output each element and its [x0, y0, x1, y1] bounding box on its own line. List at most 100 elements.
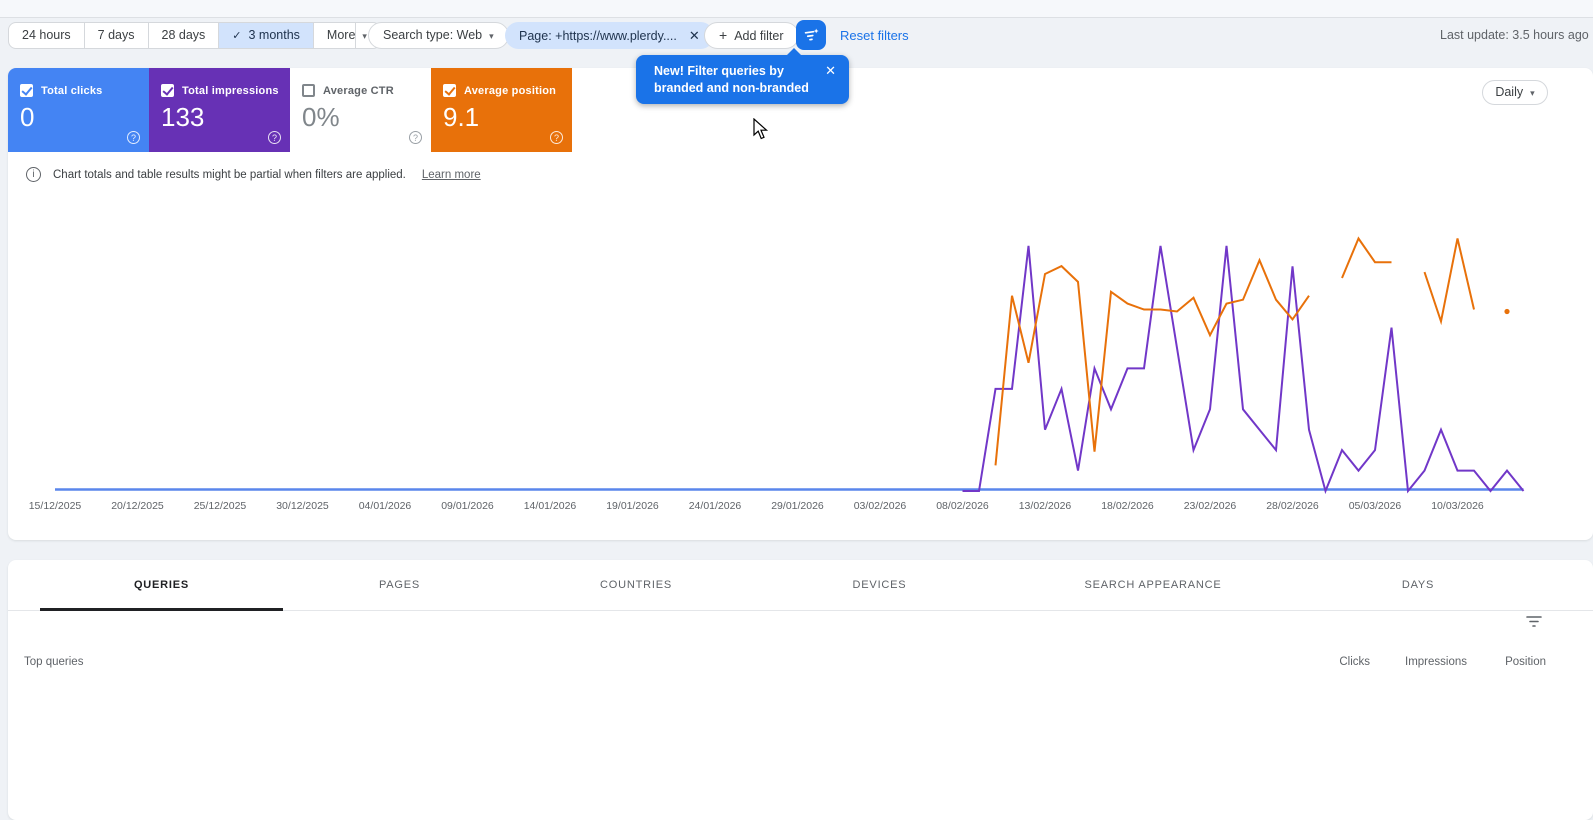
column-header-top-queries[interactable]: Top queries — [24, 656, 83, 668]
range-label: 7 days — [98, 28, 135, 42]
x-axis-tick-label: 24/01/2026 — [689, 500, 742, 512]
learn-more-link[interactable]: Learn more — [422, 169, 481, 181]
branded-filter-button[interactable] — [796, 20, 826, 50]
tab-days[interactable]: DAYS — [1303, 560, 1533, 610]
x-axis-tick-label: 28/02/2026 — [1266, 500, 1319, 512]
x-axis-tick-label: 18/02/2026 — [1101, 500, 1154, 512]
range-label: 3 months — [249, 28, 300, 42]
x-axis-tick-label: 10/03/2026 — [1431, 500, 1484, 512]
x-axis-tick-label: 05/03/2026 — [1349, 500, 1402, 512]
granularity-dropdown[interactable]: Daily ▾ — [1482, 80, 1548, 105]
range-3-months[interactable]: ✓ 3 months — [218, 23, 313, 48]
metric-tile-average-position[interactable]: Average position 9.1 ? — [431, 68, 572, 152]
column-header-clicks[interactable]: Clicks — [1339, 656, 1370, 668]
tabs-left-pad — [8, 560, 40, 610]
average-position-line — [996, 260, 1310, 465]
tab-label: QUERIES — [134, 579, 189, 591]
x-axis-tick-label: 09/01/2026 — [441, 500, 494, 512]
range-7-days[interactable]: 7 days — [84, 23, 148, 48]
x-axis-tick-label: 03/02/2026 — [854, 500, 907, 512]
add-filter-label: Add filter — [734, 29, 783, 43]
dimensions-table-card: QUERIES PAGES COUNTRIES DEVICES SEARCH A… — [8, 560, 1593, 820]
average-position-point — [1504, 309, 1509, 314]
metric-tiles: Total clicks 0 ? Total impressions 133 ?… — [8, 68, 572, 152]
metric-label: Average CTR — [323, 85, 394, 97]
x-axis-tick-label: 29/01/2026 — [771, 500, 824, 512]
search-type-label: Search type: Web — [383, 28, 482, 42]
chart-area[interactable] — [8, 205, 1593, 501]
x-axis-tick-label: 25/12/2025 — [194, 500, 247, 512]
tab-label: PAGES — [379, 579, 420, 591]
partial-data-notice: i Chart totals and table results might b… — [26, 167, 481, 182]
tab-label: COUNTRIES — [600, 579, 672, 591]
metric-value: 133 — [161, 102, 204, 133]
metric-value: 9.1 — [443, 102, 479, 133]
total-impressions-checkbox[interactable] — [161, 84, 174, 97]
add-filter-button[interactable]: +Add filter — [704, 22, 799, 49]
x-axis-tick-label: 08/02/2026 — [936, 500, 989, 512]
column-header-position[interactable]: Position — [1505, 656, 1546, 668]
reset-filters-link[interactable]: Reset filters — [840, 22, 909, 49]
app-header-strip — [0, 0, 1593, 18]
x-axis-tick-label: 04/01/2026 — [359, 500, 412, 512]
tooltip-close-icon[interactable]: ✕ — [825, 63, 836, 79]
check-icon: ✓ — [232, 30, 241, 42]
x-axis-tick-label: 30/12/2025 — [276, 500, 329, 512]
average-ctr-checkbox[interactable] — [302, 84, 315, 97]
chevron-down-icon: ▾ — [489, 31, 494, 41]
filter-sparkle-icon — [803, 27, 820, 44]
remove-page-filter-icon[interactable]: ✕ — [689, 28, 700, 43]
tab-queries[interactable]: QUERIES — [40, 560, 283, 610]
tab-countries[interactable]: COUNTRIES — [516, 560, 756, 610]
chevron-down-icon: ▾ — [362, 31, 367, 41]
average-position-line — [1342, 239, 1392, 279]
range-label: 24 hours — [22, 28, 71, 42]
help-icon[interactable]: ? — [409, 131, 422, 144]
search-type-dropdown[interactable]: Search type: Web ▾ — [368, 22, 509, 49]
active-tab-underline — [40, 608, 283, 611]
chevron-down-icon: ▾ — [1530, 88, 1535, 98]
tab-pages[interactable]: PAGES — [283, 560, 516, 610]
metric-label: Total clicks — [41, 85, 103, 97]
promo-text-line2: branded and non-branded — [654, 81, 809, 95]
help-icon[interactable]: ? — [268, 131, 281, 144]
range-label: 28 days — [162, 28, 206, 42]
help-icon[interactable]: ? — [127, 131, 140, 144]
range-28-days[interactable]: 28 days — [148, 23, 219, 48]
dimension-tabs: QUERIES PAGES COUNTRIES DEVICES SEARCH A… — [8, 560, 1593, 611]
notice-text: Chart totals and table results might be … — [53, 169, 406, 181]
more-label: More — [327, 28, 355, 42]
tab-label: DAYS — [1402, 579, 1434, 591]
metric-value: 0% — [302, 102, 340, 133]
average-position-line — [1425, 239, 1475, 322]
total-impressions-line — [963, 246, 1524, 491]
tab-label: DEVICES — [853, 579, 907, 591]
x-axis-tick-label: 14/01/2026 — [524, 500, 577, 512]
page-filter-label: Page: +https://www.plerdy.... — [519, 29, 677, 43]
metric-label: Total impressions — [182, 85, 279, 97]
column-header-impressions[interactable]: Impressions — [1405, 656, 1467, 668]
tab-search-appearance[interactable]: SEARCH APPEARANCE — [1003, 560, 1303, 610]
granularity-value: Daily — [1495, 85, 1523, 99]
average-position-checkbox[interactable] — [443, 84, 456, 97]
total-clicks-checkbox[interactable] — [20, 84, 33, 97]
performance-line-chart — [8, 205, 1593, 501]
promo-text-line1: New! Filter queries by — [654, 64, 784, 78]
table-filter-icon[interactable] — [1525, 612, 1543, 630]
help-icon[interactable]: ? — [550, 131, 563, 144]
range-24-hours[interactable]: 24 hours — [9, 23, 84, 48]
page-filter-chip[interactable]: Page: +https://www.plerdy.... ✕ — [505, 22, 714, 49]
toolbar-divider — [355, 22, 356, 48]
tab-label: SEARCH APPEARANCE — [1084, 579, 1221, 591]
performance-chart-card: Total clicks 0 ? Total impressions 133 ?… — [8, 68, 1593, 540]
branded-filter-promo-tooltip: New! Filter queries by branded and non-b… — [636, 55, 849, 104]
metric-tile-average-ctr[interactable]: Average CTR 0% ? — [290, 68, 431, 152]
metric-tile-total-clicks[interactable]: Total clicks 0 ? — [8, 68, 149, 152]
metric-tile-total-impressions[interactable]: Total impressions 133 ? — [149, 68, 290, 152]
metric-value: 0 — [20, 102, 34, 133]
info-icon: i — [26, 167, 41, 182]
tab-devices[interactable]: DEVICES — [756, 560, 1003, 610]
x-axis-tick-label: 13/02/2026 — [1019, 500, 1072, 512]
x-axis-tick-label: 23/02/2026 — [1184, 500, 1237, 512]
